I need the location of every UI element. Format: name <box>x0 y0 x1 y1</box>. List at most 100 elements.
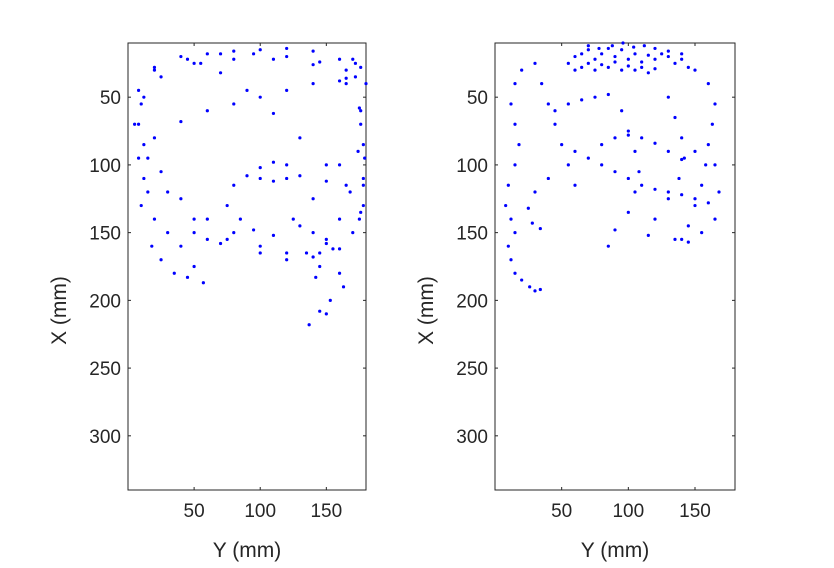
data-point <box>205 217 209 221</box>
data-point <box>311 49 315 53</box>
data-point <box>359 65 363 69</box>
data-point <box>533 289 537 293</box>
data-point <box>633 68 637 72</box>
data-point <box>680 136 684 140</box>
data-point <box>632 45 636 49</box>
data-point <box>311 255 315 259</box>
data-point <box>620 109 624 113</box>
data-point <box>621 41 625 45</box>
data-point <box>139 203 143 208</box>
y-tick-label: 100 <box>89 156 121 177</box>
data-point <box>318 264 322 269</box>
data-point <box>185 275 190 279</box>
x-axis-label: Y (mm) <box>581 539 649 562</box>
data-point <box>337 57 342 61</box>
data-point <box>653 67 657 71</box>
data-point <box>225 237 229 242</box>
data-point <box>146 156 150 160</box>
data-point <box>528 285 532 289</box>
data-point <box>179 119 183 124</box>
data-point <box>252 52 256 56</box>
data-point <box>646 71 650 75</box>
data-point <box>136 88 141 93</box>
data-point <box>593 57 597 61</box>
data-point <box>232 183 236 187</box>
data-point <box>693 203 697 208</box>
data-point <box>318 60 322 64</box>
data-point <box>285 251 289 255</box>
data-point <box>361 203 365 208</box>
data-point <box>324 312 328 316</box>
data-point <box>680 193 684 197</box>
data-point <box>337 163 342 167</box>
data-point <box>337 79 342 83</box>
data-point <box>324 237 328 242</box>
data-point <box>686 224 690 228</box>
data-point <box>357 217 361 221</box>
data-point <box>201 281 205 285</box>
data-point <box>504 203 508 208</box>
data-point <box>633 52 637 56</box>
data-point <box>285 176 289 181</box>
data-point <box>673 61 677 65</box>
data-point <box>693 197 697 201</box>
data-point <box>538 226 542 231</box>
data-point <box>586 61 590 65</box>
data-point <box>271 57 276 61</box>
data-point <box>318 309 322 313</box>
data-point <box>185 57 190 61</box>
data-point <box>192 231 196 235</box>
data-point <box>666 197 670 201</box>
data-point <box>353 75 358 79</box>
data-point <box>311 63 315 67</box>
data-point <box>232 231 236 235</box>
data-point <box>298 174 302 178</box>
data-point <box>271 160 276 164</box>
data-point <box>573 68 577 72</box>
data-point <box>686 240 690 244</box>
plot-frame <box>494 42 736 491</box>
right-panel: 50 100 150 50 100 150 200 250 300 Y (mm) X (mm) <box>415 41 736 562</box>
data-point <box>580 52 584 56</box>
data-point <box>245 88 249 93</box>
data-point <box>205 109 209 113</box>
data-point <box>359 109 363 113</box>
data-point <box>660 52 664 56</box>
data-point <box>192 61 196 65</box>
plot-frame <box>127 42 367 491</box>
data-point <box>139 102 143 106</box>
data-point <box>218 241 223 246</box>
data-point <box>553 109 557 113</box>
data-point <box>680 157 684 162</box>
data-point <box>526 206 530 210</box>
data-point <box>626 129 630 133</box>
data-point <box>318 251 322 255</box>
data-point <box>159 170 163 174</box>
data-point <box>344 82 348 86</box>
data-point <box>560 142 564 147</box>
data-point <box>533 61 537 65</box>
data-point <box>600 142 604 147</box>
data-point <box>640 136 644 140</box>
data-point <box>704 163 708 167</box>
data-point <box>586 48 590 52</box>
data-point <box>291 217 295 221</box>
data-point <box>205 237 209 242</box>
data-point <box>573 149 577 153</box>
data-point <box>646 53 650 57</box>
data-point <box>520 278 524 282</box>
data-point <box>700 183 704 187</box>
y-tick-label: 250 <box>89 359 121 380</box>
data-point <box>136 122 141 126</box>
data-point <box>344 76 348 80</box>
data-point <box>341 285 346 289</box>
data-point <box>298 136 302 140</box>
data-point <box>245 174 249 178</box>
data-point <box>517 142 521 147</box>
data-point <box>150 244 154 248</box>
data-point <box>540 82 544 86</box>
data-point <box>159 258 163 262</box>
y-axis-label: X (mm) <box>415 276 438 345</box>
data-point <box>361 142 365 147</box>
data-point <box>298 224 302 228</box>
